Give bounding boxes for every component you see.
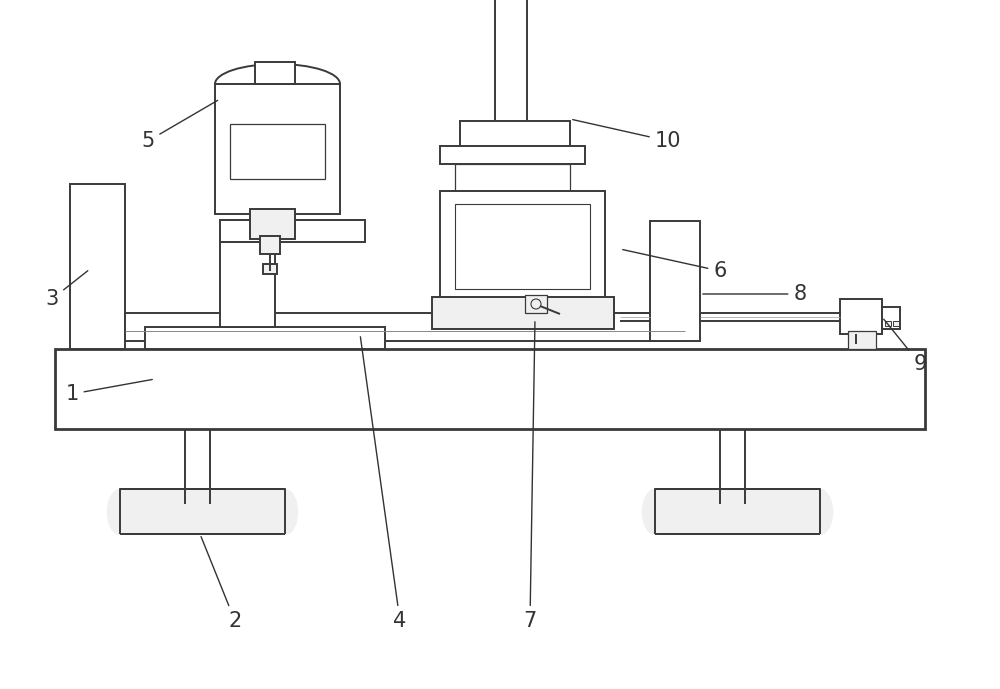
Bar	[440, 146, 585, 164]
Text: 11: 11	[0, 688, 1, 689]
Bar	[263, 264, 277, 274]
Bar	[145, 327, 385, 349]
Bar	[655, 489, 820, 534]
Text: 4: 4	[360, 337, 407, 631]
Bar	[525, 295, 547, 313]
Bar	[125, 313, 685, 341]
Bar	[220, 220, 365, 242]
Bar	[260, 236, 280, 254]
Bar	[120, 489, 285, 534]
Bar	[230, 124, 325, 179]
Ellipse shape	[272, 489, 298, 535]
Text: 3: 3	[45, 271, 88, 309]
Bar	[650, 221, 700, 341]
Bar	[455, 164, 570, 191]
Bar	[215, 84, 340, 214]
Bar	[455, 204, 590, 289]
Text: 5: 5	[141, 101, 218, 151]
Text: 8: 8	[703, 284, 807, 304]
Text: 10: 10	[573, 120, 681, 151]
Bar	[848, 331, 876, 349]
Bar	[840, 299, 882, 334]
Bar	[460, 121, 570, 149]
Bar	[70, 184, 125, 349]
Bar	[432, 297, 614, 329]
Text: 7: 7	[523, 322, 537, 631]
Bar	[495, 0, 527, 124]
Text: 2: 2	[201, 537, 242, 631]
Ellipse shape	[808, 489, 832, 535]
Bar	[55, 349, 925, 429]
Ellipse shape	[642, 489, 668, 535]
Text: 9: 9	[884, 319, 927, 374]
Bar	[882, 307, 900, 329]
Bar	[893, 321, 899, 326]
Bar	[255, 62, 295, 84]
Bar	[220, 242, 275, 327]
Text: 1: 1	[65, 380, 152, 404]
Bar	[440, 191, 605, 301]
Bar	[885, 321, 891, 326]
Text: 6: 6	[623, 249, 727, 281]
Ellipse shape	[108, 489, 133, 535]
Bar	[250, 209, 295, 239]
